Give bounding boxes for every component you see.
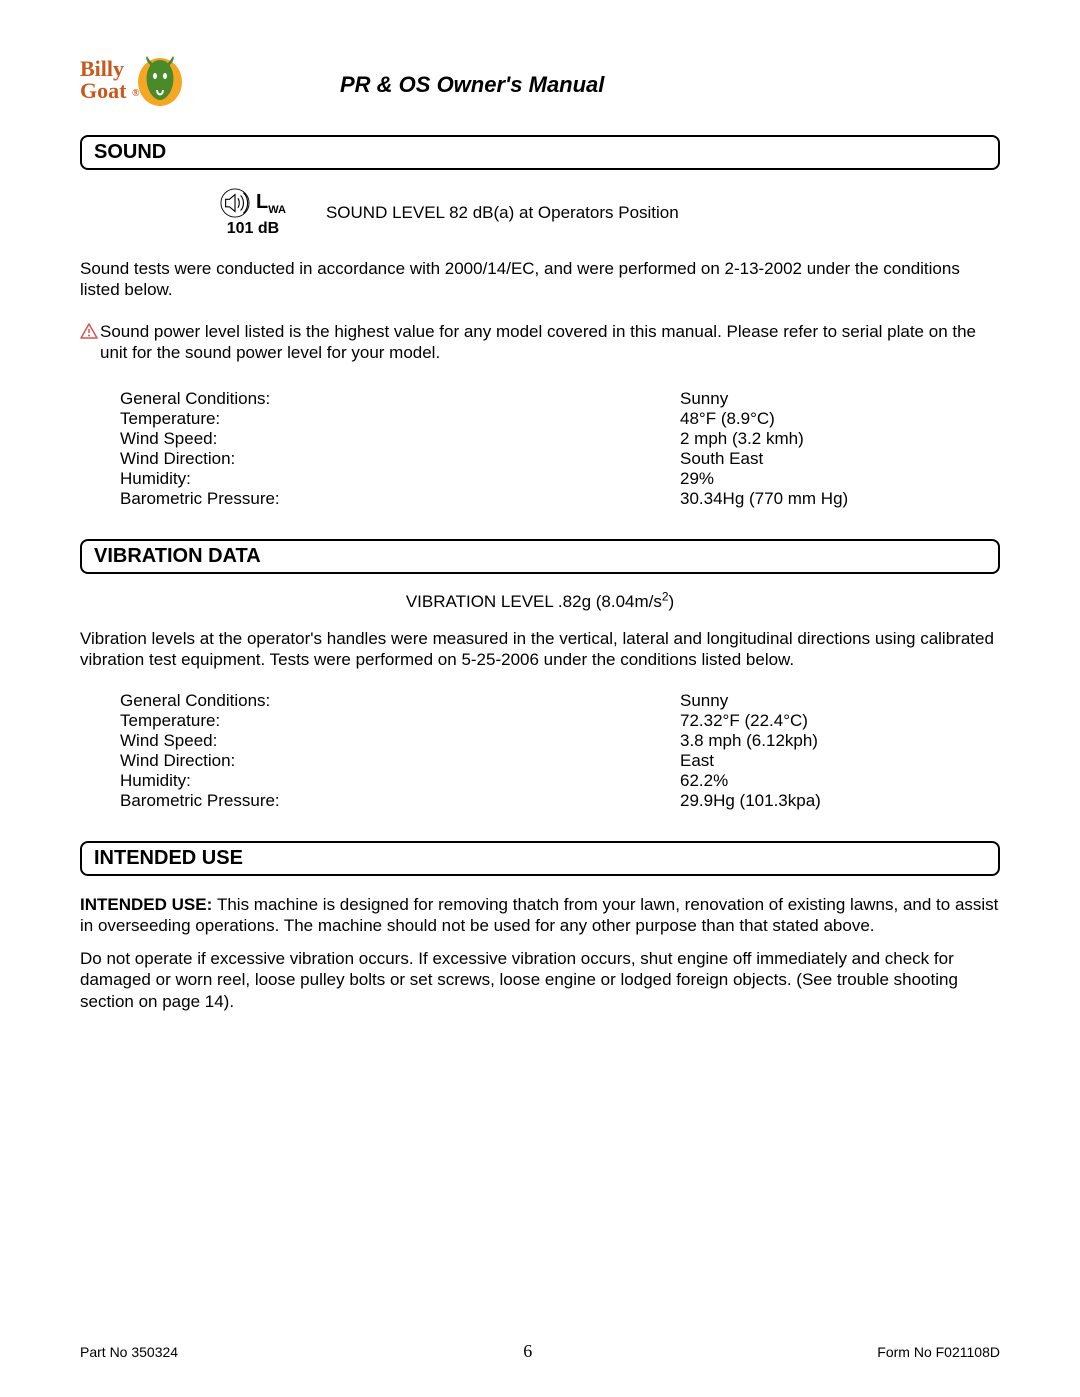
cond-label: General Conditions:	[120, 389, 680, 409]
page-footer: Part No 350324 6 Form No F021108D	[80, 1341, 1000, 1362]
sound-db-value: 101 dB	[220, 220, 286, 238]
cond-label: Temperature:	[120, 409, 680, 429]
sound-level-text: SOUND LEVEL 82 dB(a) at Operators Positi…	[326, 203, 679, 223]
cond-label: Wind Speed:	[120, 731, 680, 751]
cond-label: Wind Speed:	[120, 429, 680, 449]
logo-text: Billy Goat ®	[80, 58, 139, 102]
document-title: PR & OS Owner's Manual	[340, 72, 604, 98]
vibration-para: Vibration levels at the operator's handl…	[80, 628, 1000, 671]
cond-label: Humidity:	[120, 469, 680, 489]
cond-label: Wind Direction:	[120, 449, 680, 469]
footer-part-no: Part No 350324	[80, 1344, 178, 1360]
vibration-level-text: VIBRATION LEVEL .82g (8.04m/s2)	[80, 592, 1000, 612]
cond-value: East	[680, 751, 714, 771]
section-heading-sound: SOUND	[80, 135, 1000, 170]
sound-icon-block: LWA 101 dB	[220, 188, 286, 238]
footer-form-no: Form No F021108D	[877, 1344, 1000, 1360]
speaker-icon	[220, 188, 250, 218]
intended-para1-rest: This machine is designed for removing th…	[80, 895, 998, 935]
cond-value: 30.34Hg (770 mm Hg)	[680, 489, 848, 509]
cond-label: Barometric Pressure:	[120, 791, 680, 811]
cond-label: Temperature:	[120, 711, 680, 731]
cond-value: 2 mph (3.2 kmh)	[680, 429, 804, 449]
sound-conditions: General Conditions:Sunny Temperature:48°…	[120, 389, 1000, 509]
cond-label: Wind Direction:	[120, 751, 680, 771]
footer-page-number: 6	[523, 1341, 532, 1362]
sound-para2: Sound power level listed is the highest …	[100, 321, 1000, 364]
intended-bold-lead: INTENDED USE:	[80, 895, 217, 914]
cond-value: 48°F (8.9°C)	[680, 409, 775, 429]
cond-label: Humidity:	[120, 771, 680, 791]
brand-logo: Billy Goat ®	[80, 50, 180, 120]
sound-level-block: LWA 101 dB SOUND LEVEL 82 dB(a) at Opera…	[220, 188, 1000, 238]
intended-para1: INTENDED USE: This machine is designed f…	[80, 894, 1000, 937]
section-heading-intended: INTENDED USE	[80, 841, 1000, 876]
cond-value: 29.9Hg (101.3kpa)	[680, 791, 821, 811]
sound-para1: Sound tests were conducted in accordance…	[80, 258, 1000, 301]
cond-value: Sunny	[680, 389, 728, 409]
lwa-label: LWA	[256, 191, 286, 216]
cond-label: Barometric Pressure:	[120, 489, 680, 509]
cond-value: 3.8 mph (6.12kph)	[680, 731, 818, 751]
intended-para2: Do not operate if excessive vibration oc…	[80, 948, 1000, 1012]
cond-value: South East	[680, 449, 763, 469]
page-header: Billy Goat ® PR & OS Owner's Manual	[80, 50, 1000, 120]
cond-label: General Conditions:	[120, 691, 680, 711]
vibration-conditions: General Conditions:Sunny Temperature:72.…	[120, 691, 1000, 811]
goat-icon	[135, 52, 185, 107]
logo-line2: Goat	[80, 78, 126, 103]
warning-icon	[80, 323, 98, 339]
section-heading-vibration: VIBRATION DATA	[80, 539, 1000, 574]
cond-value: 29%	[680, 469, 714, 489]
cond-value: 62.2%	[680, 771, 728, 791]
cond-value: 72.32°F (22.4°C)	[680, 711, 808, 731]
sound-warning-para: Sound power level listed is the highest …	[80, 321, 1000, 364]
cond-value: Sunny	[680, 691, 728, 711]
